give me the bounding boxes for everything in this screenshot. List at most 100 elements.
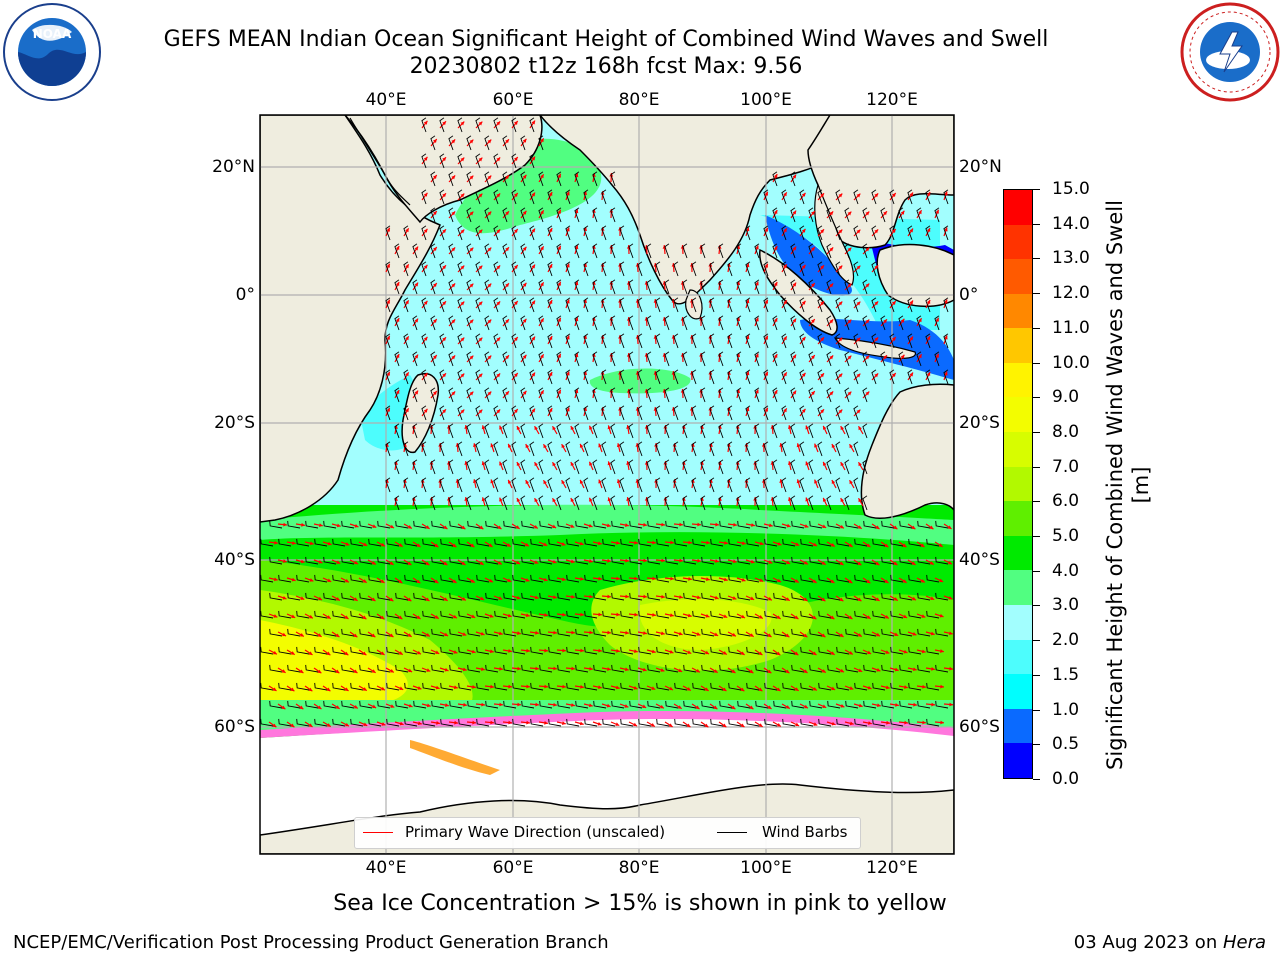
wind-barb — [377, 664, 391, 673]
wave-arrow-head — [821, 633, 826, 638]
wave-arrow-head — [891, 301, 896, 305]
colorbar-segment — [1004, 708, 1032, 744]
wind-barb — [638, 610, 652, 619]
wind-barb — [602, 538, 616, 547]
wind-barb — [710, 574, 724, 583]
wind-barb — [287, 664, 301, 673]
wind-barb — [773, 556, 787, 565]
wind-barb — [548, 646, 562, 655]
wind-barb — [511, 189, 517, 205]
wave-arrow-head — [812, 686, 817, 691]
wind-barb — [565, 477, 571, 493]
wind-barb — [782, 610, 796, 619]
wind-barb — [890, 538, 904, 547]
wave-arrow-head — [820, 229, 825, 234]
wind-barb — [808, 387, 814, 403]
wave-arrow-head — [525, 480, 530, 485]
wave-arrow-head — [600, 335, 605, 339]
wind-barb — [466, 279, 472, 295]
wind-barb — [881, 592, 895, 601]
wind-barb — [854, 718, 868, 727]
wave-arrow-head — [344, 578, 349, 583]
wave-arrow-head — [821, 561, 826, 565]
wind-barb — [718, 459, 724, 475]
wave-arrow-head — [544, 613, 548, 617]
wind-barb — [458, 682, 472, 691]
lat-label-right: 0° — [959, 285, 979, 305]
wave-arrow-head — [381, 722, 386, 726]
wave-arrow-head — [616, 479, 621, 484]
wind-barb — [448, 243, 454, 259]
wave-arrow-head — [764, 371, 768, 376]
colorbar-segment — [1004, 639, 1032, 675]
wind-barb — [845, 628, 859, 637]
wave-arrow-head — [885, 650, 890, 654]
wind-barb — [610, 171, 616, 187]
wave-arrow-head — [726, 479, 731, 483]
wind-barb — [439, 405, 445, 421]
wave-arrow-head — [451, 283, 456, 288]
wind-barb — [440, 538, 454, 547]
wave-arrow-head — [423, 156, 428, 161]
wind-barb — [863, 700, 877, 709]
wind-barb — [790, 279, 796, 295]
wave-arrow-head — [487, 319, 492, 324]
wave-arrow-head — [283, 522, 287, 527]
wave-arrow-head — [792, 210, 797, 215]
wave-arrow-head — [706, 540, 710, 545]
wind-barb — [547, 261, 553, 277]
wind-barb — [926, 682, 940, 691]
wind-barb — [269, 592, 283, 601]
wind-barb — [413, 556, 427, 565]
wave-arrow-head — [354, 523, 359, 528]
wave-arrow-head — [469, 319, 474, 324]
map-subtitle: 20230802 t12z 168h fcst Max: 9.56 — [409, 54, 803, 79]
wave-arrow-head — [838, 301, 843, 306]
wind-barb — [791, 628, 805, 637]
wave-arrow-head — [589, 497, 593, 502]
wind-barb — [836, 682, 850, 691]
wind-barb — [853, 477, 859, 493]
wind-barb — [745, 369, 751, 385]
wave-arrow-head — [814, 443, 818, 448]
wave-arrow-head — [722, 651, 727, 655]
wind-barb — [575, 700, 589, 709]
wind-barb — [583, 261, 589, 277]
wave-arrow-head — [436, 721, 440, 725]
wave-arrow-head — [697, 522, 701, 527]
wind-barb — [664, 243, 670, 259]
wind-barb — [566, 574, 580, 583]
lon-label-top: 120°E — [866, 90, 918, 110]
wave-arrow-head — [783, 408, 787, 413]
wind-barb — [718, 279, 724, 295]
wind-barb — [431, 628, 445, 637]
wave-arrow-head — [652, 540, 656, 545]
wind-barb — [727, 297, 733, 313]
wave-arrow-head — [478, 373, 483, 378]
wave-arrow-head — [909, 192, 913, 197]
wind-barb — [809, 520, 823, 529]
wave-arrow-head — [336, 523, 341, 528]
wind-barb — [583, 441, 589, 457]
wave-arrow-head — [453, 685, 458, 690]
wind-barb — [737, 520, 751, 529]
wave-arrow-head — [561, 542, 566, 546]
wave-arrow-head — [579, 541, 584, 546]
wind-barb — [421, 477, 427, 493]
wind-barb — [530, 574, 544, 583]
wind-barb — [610, 207, 616, 223]
wind-barb — [475, 333, 481, 349]
wave-arrow-head — [451, 355, 456, 360]
wave-arrow-head — [931, 667, 935, 671]
wind-barb — [620, 538, 634, 547]
wave-arrow-head — [498, 596, 503, 600]
wind-barb — [511, 153, 517, 169]
wind-barb — [907, 333, 913, 349]
wind-barb — [899, 520, 913, 529]
wind-barb — [502, 387, 508, 403]
wave-arrow-head — [911, 525, 916, 530]
wave-arrow-head — [557, 281, 561, 286]
wind-barb — [835, 225, 841, 241]
wind-barb — [889, 225, 895, 241]
wind-barb — [439, 441, 445, 457]
